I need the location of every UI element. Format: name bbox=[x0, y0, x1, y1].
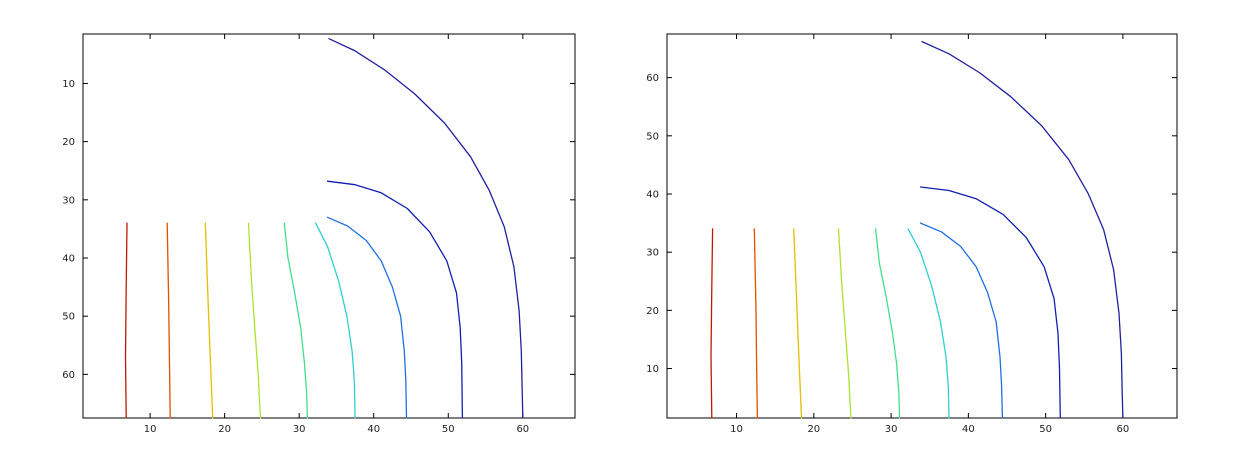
y-tick-label: 60 bbox=[646, 73, 659, 84]
y-tick-label: 20 bbox=[646, 306, 659, 317]
y-tick-label: 50 bbox=[646, 131, 659, 142]
y-tick-label: 40 bbox=[62, 254, 75, 265]
axes-frame bbox=[83, 34, 575, 418]
x-tick-label: 50 bbox=[1039, 424, 1052, 435]
y-tick-label: 20 bbox=[62, 137, 75, 148]
x-tick-label: 30 bbox=[293, 424, 306, 435]
y-tick-label: 30 bbox=[646, 248, 659, 259]
right-contour-plot: 10 20 30 40 50 60 10 20 30 40 50 60 bbox=[646, 34, 1177, 435]
y-tick-label: 40 bbox=[646, 190, 659, 201]
y-tick-label: 60 bbox=[62, 370, 75, 381]
y-tick-label: 50 bbox=[62, 312, 75, 323]
x-tick-label: 50 bbox=[442, 424, 455, 435]
y-tick-label: 10 bbox=[646, 364, 659, 375]
x-tick-label: 10 bbox=[144, 424, 157, 435]
left-contour-plot: 10 20 30 40 50 60 10 20 30 40 50 60 bbox=[62, 34, 575, 435]
x-tick-label: 30 bbox=[885, 424, 898, 435]
x-tick-label: 60 bbox=[516, 424, 529, 435]
x-tick-label: 10 bbox=[730, 424, 743, 435]
x-tick-label: 40 bbox=[367, 424, 380, 435]
x-tick-label: 60 bbox=[1117, 424, 1130, 435]
y-tick-label: 10 bbox=[62, 79, 75, 90]
x-tick-label: 20 bbox=[807, 424, 820, 435]
axes-frame bbox=[667, 34, 1177, 418]
x-tick-label: 20 bbox=[218, 424, 231, 435]
x-tick-label: 40 bbox=[962, 424, 975, 435]
y-tick-label: 30 bbox=[62, 195, 75, 206]
